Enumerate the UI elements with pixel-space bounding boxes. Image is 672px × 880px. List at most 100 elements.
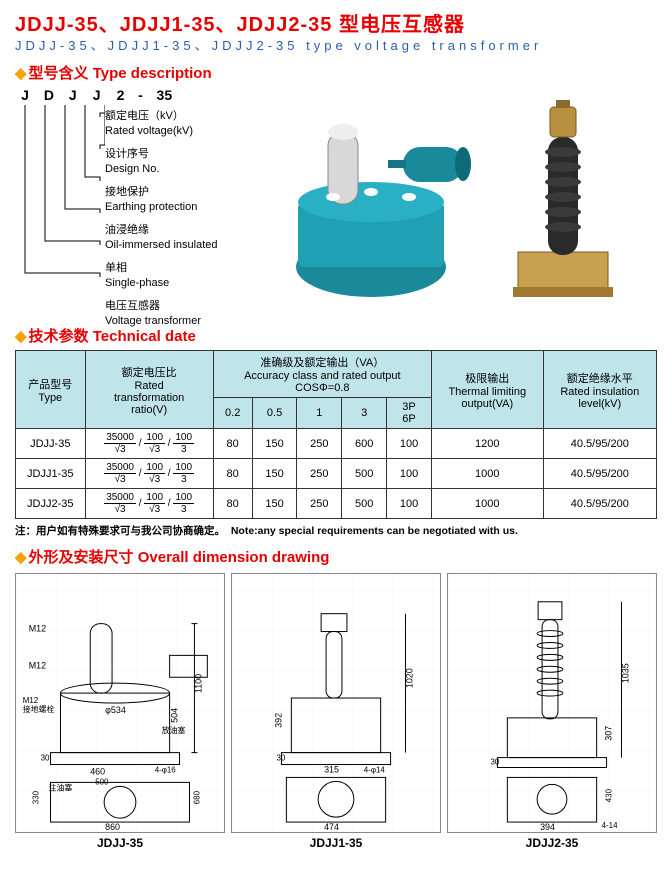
th-type: 产品型号Type: [16, 351, 86, 429]
svg-text:4-φ14: 4-φ14: [364, 765, 386, 774]
svg-text:330: 330: [32, 790, 41, 804]
svg-text:500: 500: [95, 777, 109, 786]
cell-acc: 100: [387, 489, 432, 519]
cell-ratio: 35000√3 / 100√3 / 1003: [85, 459, 213, 489]
th-acc-col: 3: [342, 398, 387, 429]
diamond-icon: ◆: [15, 65, 27, 82]
svg-text:1020: 1020: [404, 668, 414, 688]
svg-text:460: 460: [90, 766, 105, 776]
cell-ins: 40.5/95/200: [543, 459, 656, 489]
th-accuracy-group: 准确级及额定输出（VA）Accuracy class and rated out…: [213, 351, 431, 398]
svg-text:注油塞: 注油塞: [49, 782, 73, 792]
dimension-col: M12 M12 φ534 504 1100 30 460 500 4-φ16 8…: [15, 573, 225, 850]
desc-item: 电压互感器Voltage transformer: [105, 299, 217, 329]
dimension-drawing-1: M12 M12 φ534 504 1100 30 460 500 4-φ16 8…: [15, 573, 225, 833]
cell-acc: 150: [252, 489, 297, 519]
dimension-drawings: M12 M12 φ534 504 1100 30 460 500 4-φ16 8…: [15, 573, 657, 850]
th-acc-col: 0.2: [213, 398, 252, 429]
desc-item: 接地保护Earthing protection: [105, 185, 217, 215]
th-ratio: 额定电压比Ratedtransformationratio(V): [85, 351, 213, 429]
th-insulation: 额定绝缘水平Rated insulationlevel(kV): [543, 351, 656, 429]
cell-acc: 80: [213, 429, 252, 459]
product-photo-2: [498, 92, 628, 302]
svg-text:30: 30: [490, 758, 499, 767]
dim-label: JDJJ2-35: [447, 836, 657, 850]
cell-acc: 250: [297, 489, 342, 519]
svg-text:860: 860: [105, 822, 120, 832]
cell-ratio: 35000√3 / 100√3 / 1003: [85, 429, 213, 459]
svg-text:接地螺栓: 接地螺栓: [23, 704, 55, 714]
section-type-description: ◆型号含义 Type description: [15, 62, 657, 83]
svg-text:4-φ16: 4-φ16: [155, 765, 177, 774]
cell-acc: 100: [387, 429, 432, 459]
cell-acc: 100: [387, 459, 432, 489]
svg-text:1035: 1035: [620, 663, 630, 683]
title-english: JDJJ-35、JDJJ1-35、JDJJ2-35 type voltage t…: [15, 35, 657, 54]
cell-ratio: 35000√3 / 100√3 / 1003: [85, 489, 213, 519]
th-acc-col: 3P 6P: [387, 398, 432, 429]
cell-acc: 500: [342, 489, 387, 519]
dim-label: JDJJ-35: [15, 836, 225, 850]
dimension-col: 1020 392 30 315 4-φ14 474 JDJJ1-35: [231, 573, 441, 850]
cell-ins: 40.5/95/200: [543, 489, 656, 519]
title-block: JDJJ-35、JDJJ1-35、JDJJ2-35 型电压互感器 JDJJ-35…: [15, 8, 657, 54]
cell-thermal: 1000: [431, 489, 543, 519]
cell-acc: 250: [297, 429, 342, 459]
th-acc-col: 0.5: [252, 398, 297, 429]
dim-label: JDJJ1-35: [231, 836, 441, 850]
svg-text:430: 430: [605, 788, 614, 802]
description-list: 额定电压（kV）Rated voltage(kV) 设计序号Design No.…: [105, 109, 217, 337]
section-dimension-drawing: ◆外形及安装尺寸 Overall dimension drawing: [15, 546, 657, 567]
dimension-drawing-2: 1020 392 30 315 4-φ14 474: [231, 573, 441, 833]
svg-text:307: 307: [604, 726, 614, 741]
cell-acc: 500: [342, 459, 387, 489]
th-thermal: 极限输出Thermal limitingoutput(VA): [431, 351, 543, 429]
svg-text:30: 30: [41, 754, 50, 763]
dimension-drawing-3: 1035 307 30 394 430 4-14: [447, 573, 657, 833]
svg-text:M12: M12: [29, 624, 46, 634]
cell-ins: 40.5/95/200: [543, 429, 656, 459]
svg-text:392: 392: [273, 713, 283, 728]
cell-acc: 250: [297, 459, 342, 489]
desc-item: 单相Single-phase: [105, 261, 217, 291]
cell-acc: 150: [252, 429, 297, 459]
table-row: JDJJ2-3535000√3 / 100√3 / 10038015025050…: [16, 489, 657, 519]
cell-acc: 600: [342, 429, 387, 459]
code-letters: J D J J 2 - 35: [15, 87, 178, 103]
product-photo-1: [273, 92, 473, 302]
note-text: 注：用户如有特殊要求可与我公司协商确定。 Note:any special re…: [15, 523, 657, 538]
desc-item: 设计序号Design No.: [105, 147, 217, 177]
svg-text:504: 504: [170, 708, 180, 723]
svg-text:M12: M12: [23, 696, 38, 705]
diamond-icon: ◆: [15, 549, 27, 566]
type-code-diagram: J D J J 2 - 35 额定电压（kV）Rated voltage(kV)…: [15, 87, 235, 317]
cell-type: JDJJ-35: [16, 429, 86, 459]
table-row: JDJJ-3535000√3 / 100√3 / 100380150250600…: [16, 429, 657, 459]
svg-text:394: 394: [540, 822, 555, 832]
cell-acc: 150: [252, 459, 297, 489]
th-acc-col: 1: [297, 398, 342, 429]
svg-text:φ534: φ534: [105, 705, 126, 715]
desc-item: 油浸绝缘Oil-immersed insulated: [105, 223, 217, 253]
cell-type: JDJJ2-35: [16, 489, 86, 519]
cell-thermal: 1000: [431, 459, 543, 489]
svg-text:放油塞: 放油塞: [162, 725, 186, 735]
type-description-row: J D J J 2 - 35 额定电压（kV）Rated voltage(kV)…: [15, 87, 657, 317]
technical-table: 产品型号Type 额定电压比Ratedtransformationratio(V…: [15, 350, 657, 519]
svg-text:4-14: 4-14: [602, 821, 618, 830]
svg-text:680: 680: [192, 790, 201, 804]
dimension-col: 1035 307 30 394 430 4-14 JDJJ2-35: [447, 573, 657, 850]
svg-text:30: 30: [276, 754, 285, 763]
svg-text:474: 474: [324, 822, 339, 832]
svg-text:1100: 1100: [193, 674, 203, 693]
svg-text:315: 315: [324, 764, 339, 774]
diamond-icon: ◆: [15, 328, 27, 345]
desc-item: 额定电压（kV）Rated voltage(kV): [105, 109, 217, 139]
product-photos: [243, 87, 657, 317]
cell-acc: 80: [213, 489, 252, 519]
bracket-lines: [15, 105, 105, 315]
svg-text:M12: M12: [29, 660, 46, 670]
cell-type: JDJJ1-35: [16, 459, 86, 489]
cell-acc: 80: [213, 459, 252, 489]
table-row: JDJJ1-3535000√3 / 100√3 / 10038015025050…: [16, 459, 657, 489]
